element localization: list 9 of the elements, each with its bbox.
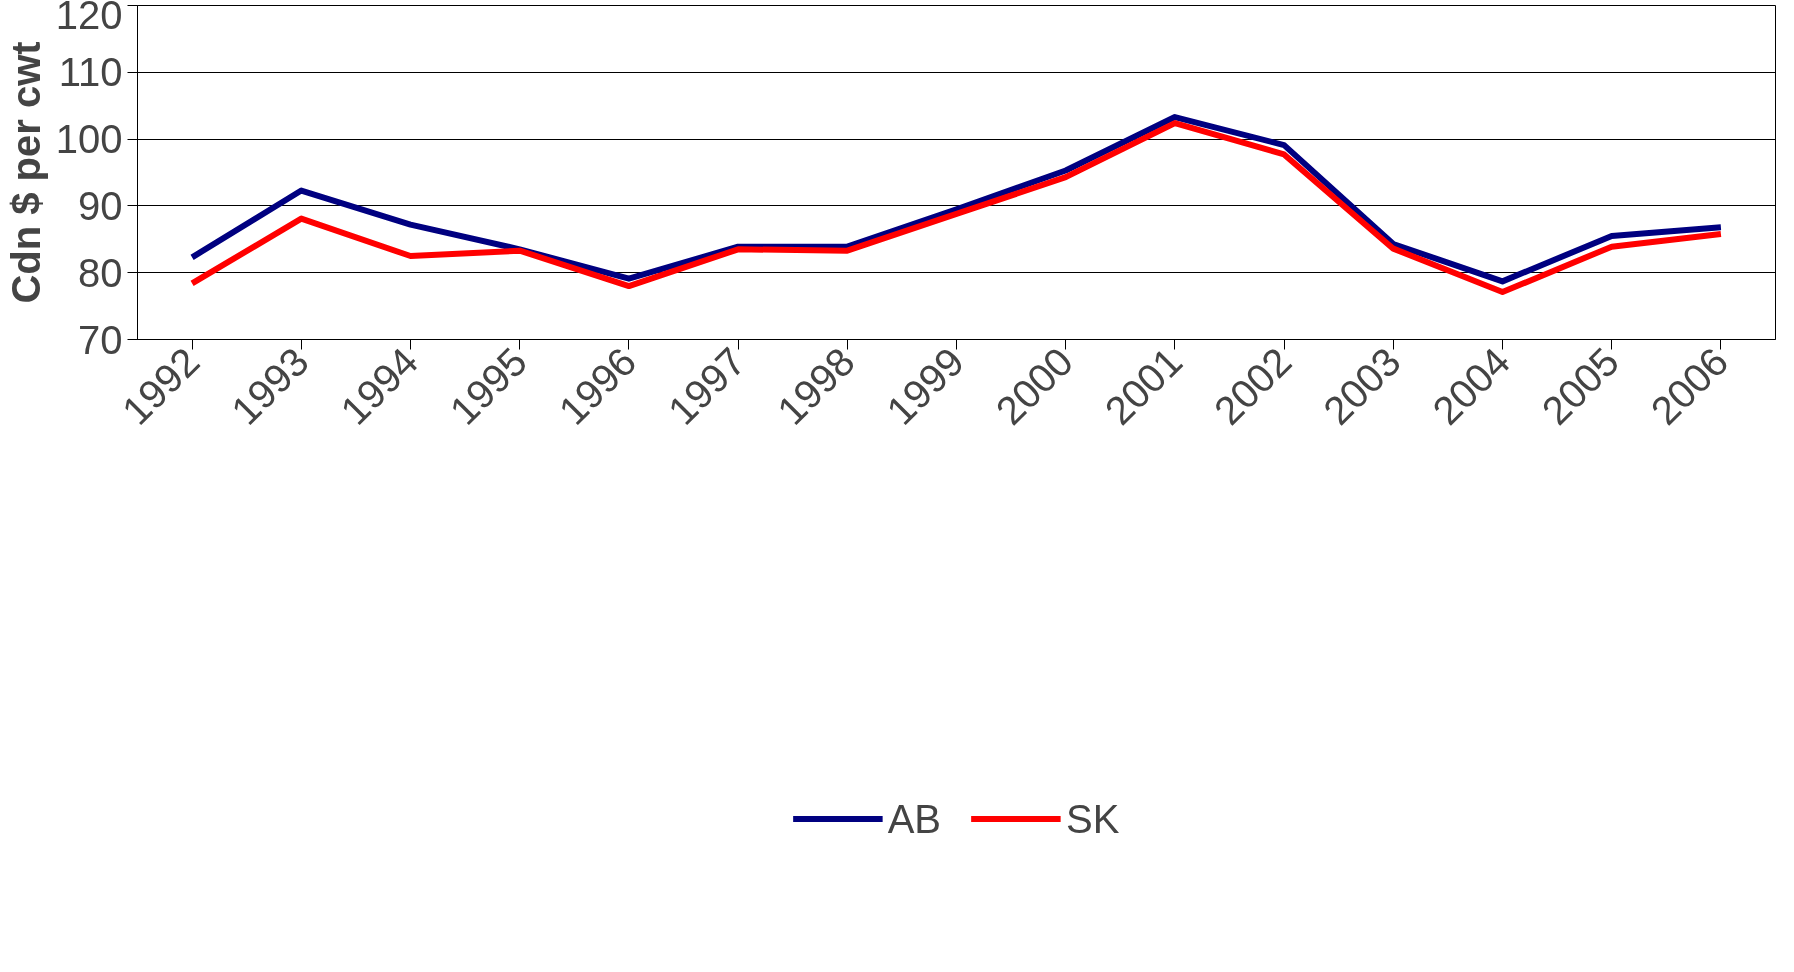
y-tick-label: 80 (78, 250, 123, 295)
y-tick-label: 70 (78, 317, 123, 362)
y-tick-label: 100 (55, 117, 123, 162)
y-tick-label: 120 (55, 0, 123, 37)
y-axis-title: Cdn $ per cwt (3, 41, 48, 304)
y-tick-label: 90 (78, 183, 123, 228)
legend-label: AB (887, 796, 941, 842)
legend-label: SK (1066, 796, 1120, 842)
y-tick-label: 110 (58, 50, 123, 95)
